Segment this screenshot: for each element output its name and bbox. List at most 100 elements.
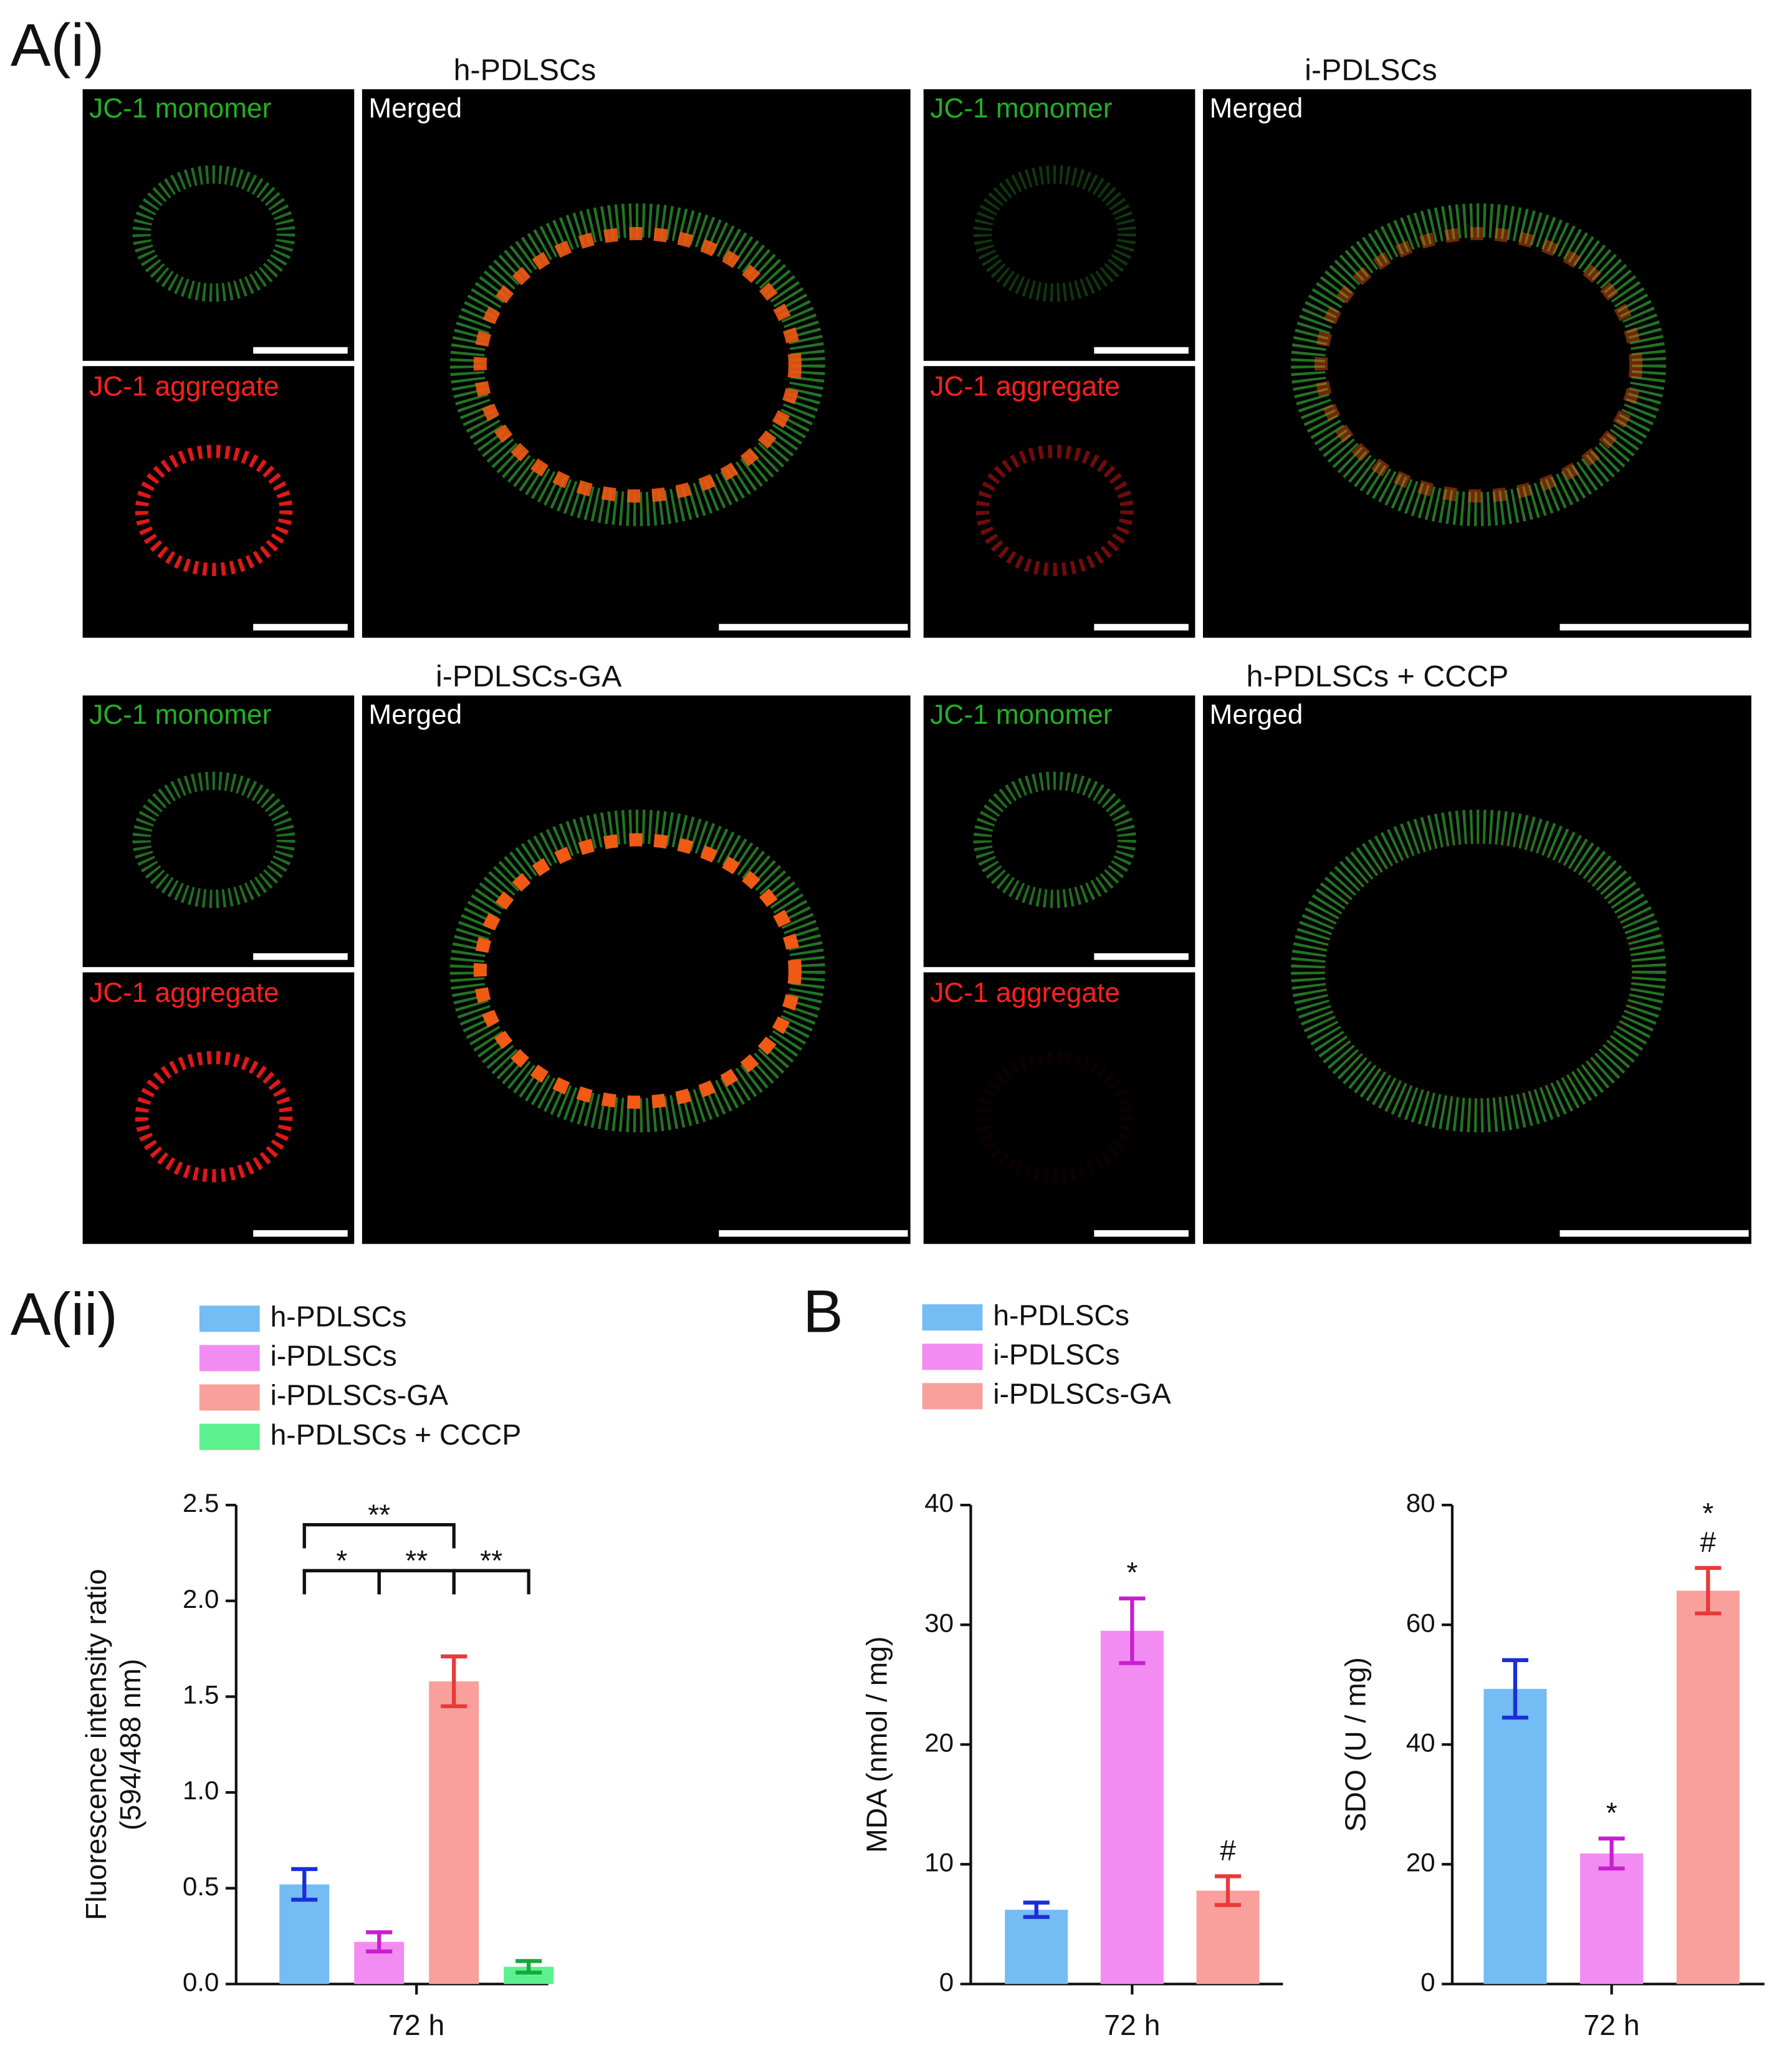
bar: [1483, 1688, 1547, 1984]
cell-signal: [1314, 833, 1643, 1109]
y-tick-label: 10: [924, 1847, 954, 1877]
legend-label: h-PDLSCs + CCCP: [271, 1418, 522, 1451]
y-tick-label: 20: [1406, 1847, 1435, 1877]
cell-signal: [1314, 227, 1643, 503]
image-panel: [82, 366, 355, 638]
panel-title: h-PDLSCs: [454, 54, 597, 87]
cell-signal: [973, 165, 1136, 302]
panel-title: h-PDLSCs + CCCP: [1246, 660, 1508, 693]
cell-signal: [135, 1051, 293, 1183]
cell-signal: [473, 833, 802, 1109]
legend-label: h-PDLSCs: [271, 1300, 407, 1332]
y-tick-label: 0: [939, 1967, 954, 1996]
cell-signal: [449, 203, 825, 526]
image-label: Merged: [1210, 93, 1303, 123]
cell-signal: [1291, 203, 1666, 526]
y-axis-label: SDO (U / mg): [1339, 1657, 1372, 1832]
y-tick-label: 0.5: [183, 1872, 219, 1901]
legend-swatch: [922, 1304, 983, 1331]
x-tick-label: 72 h: [1584, 2009, 1640, 2041]
image-panel: [82, 972, 355, 1244]
image-label: Merged: [368, 93, 462, 123]
cell-signal: [132, 771, 295, 908]
cell-signal: [1291, 809, 1666, 1133]
x-tick-label: 72 h: [1104, 2009, 1160, 2041]
significance-mark: #: [1220, 1834, 1236, 1867]
significance-mark: #: [1700, 1526, 1716, 1558]
y-tick-label: 2.5: [183, 1488, 219, 1517]
cell-signal: [132, 165, 295, 302]
legend-label: i-PDLSCs: [271, 1340, 397, 1372]
bar: [429, 1681, 479, 1984]
y-tick-label: 1.5: [183, 1680, 219, 1709]
bar: [1580, 1853, 1644, 1984]
image-label: JC-1 monomer: [930, 700, 1112, 730]
cell-signal: [975, 1051, 1134, 1183]
image-label: JC-1 aggregate: [89, 978, 279, 1008]
panel-label: B: [803, 1277, 843, 1345]
significance-mark: *: [1126, 1556, 1138, 1589]
x-tick-label: 72 h: [388, 2009, 444, 2041]
significance-mark: *: [1702, 1497, 1713, 1529]
y-tick-label: 40: [924, 1488, 954, 1517]
legend-label: i-PDLSCs: [993, 1338, 1119, 1370]
significance-label: **: [368, 1498, 390, 1531]
image-panel: [82, 695, 355, 968]
image-label: Merged: [1210, 700, 1303, 730]
cell-signal: [449, 809, 825, 1133]
legend-label: i-PDLSCs-GA: [271, 1379, 449, 1412]
significance-bracket: [302, 1523, 456, 1549]
y-tick-label: 80: [1406, 1488, 1435, 1517]
image-panel: [362, 695, 911, 1244]
y-tick-label: 40: [1406, 1728, 1435, 1757]
image-panel: [923, 366, 1195, 638]
significance-bracket: [452, 1569, 530, 1595]
bar: [1100, 1630, 1164, 1984]
image-label: JC-1 aggregate: [89, 372, 279, 402]
legend-label: h-PDLSCs: [993, 1299, 1129, 1331]
significance-mark: *: [1606, 1796, 1617, 1829]
image-panel: [1202, 89, 1751, 638]
image-label: JC-1 aggregate: [930, 372, 1120, 402]
image-panel: [923, 972, 1195, 1244]
significance-label: *: [336, 1544, 347, 1577]
panel-label: A(ii): [11, 1280, 118, 1348]
y-axis-label: (594/488 nm): [114, 1658, 146, 1830]
cell-signal: [473, 227, 802, 503]
y-tick-label: 20: [924, 1728, 954, 1757]
image-panel: [923, 695, 1195, 968]
image-panel: [82, 89, 355, 361]
bar: [1676, 1590, 1740, 1984]
panel-title: i-PDLSCs-GA: [436, 660, 622, 693]
image-panel: [1202, 695, 1751, 1244]
legend-swatch: [922, 1344, 983, 1370]
panel-label: A(i): [11, 11, 105, 79]
y-tick-label: 60: [1406, 1608, 1435, 1637]
legend-label: i-PDLSCs-GA: [993, 1378, 1171, 1410]
significance-label: **: [480, 1544, 502, 1577]
legend-swatch: [199, 1423, 260, 1450]
y-axis-label: MDA (nmol / mg): [860, 1637, 893, 1853]
image-label: JC-1 monomer: [930, 93, 1112, 123]
legend-swatch: [199, 1345, 260, 1372]
image-label: JC-1 aggregate: [930, 978, 1120, 1008]
y-tick-label: 0.0: [183, 1967, 219, 1996]
y-tick-label: 2.0: [183, 1584, 219, 1614]
significance-label: **: [405, 1544, 428, 1577]
y-tick-label: 30: [924, 1608, 954, 1637]
cell-signal: [973, 771, 1136, 908]
image-label: JC-1 monomer: [89, 700, 271, 730]
bar: [1005, 1910, 1068, 1984]
legend-swatch: [199, 1384, 260, 1411]
y-axis-label: Fluorescence intensity ratio: [80, 1569, 112, 1920]
cell-signal: [975, 445, 1134, 576]
cell-signal: [135, 445, 293, 576]
y-tick-label: 0: [1421, 1967, 1435, 1996]
image-label: Merged: [368, 700, 462, 730]
image-panel: [362, 89, 911, 638]
image-label: JC-1 monomer: [89, 93, 271, 123]
legend-swatch: [199, 1306, 260, 1332]
y-tick-label: 1.0: [183, 1776, 219, 1805]
panel-title: i-PDLSCs: [1305, 54, 1437, 87]
